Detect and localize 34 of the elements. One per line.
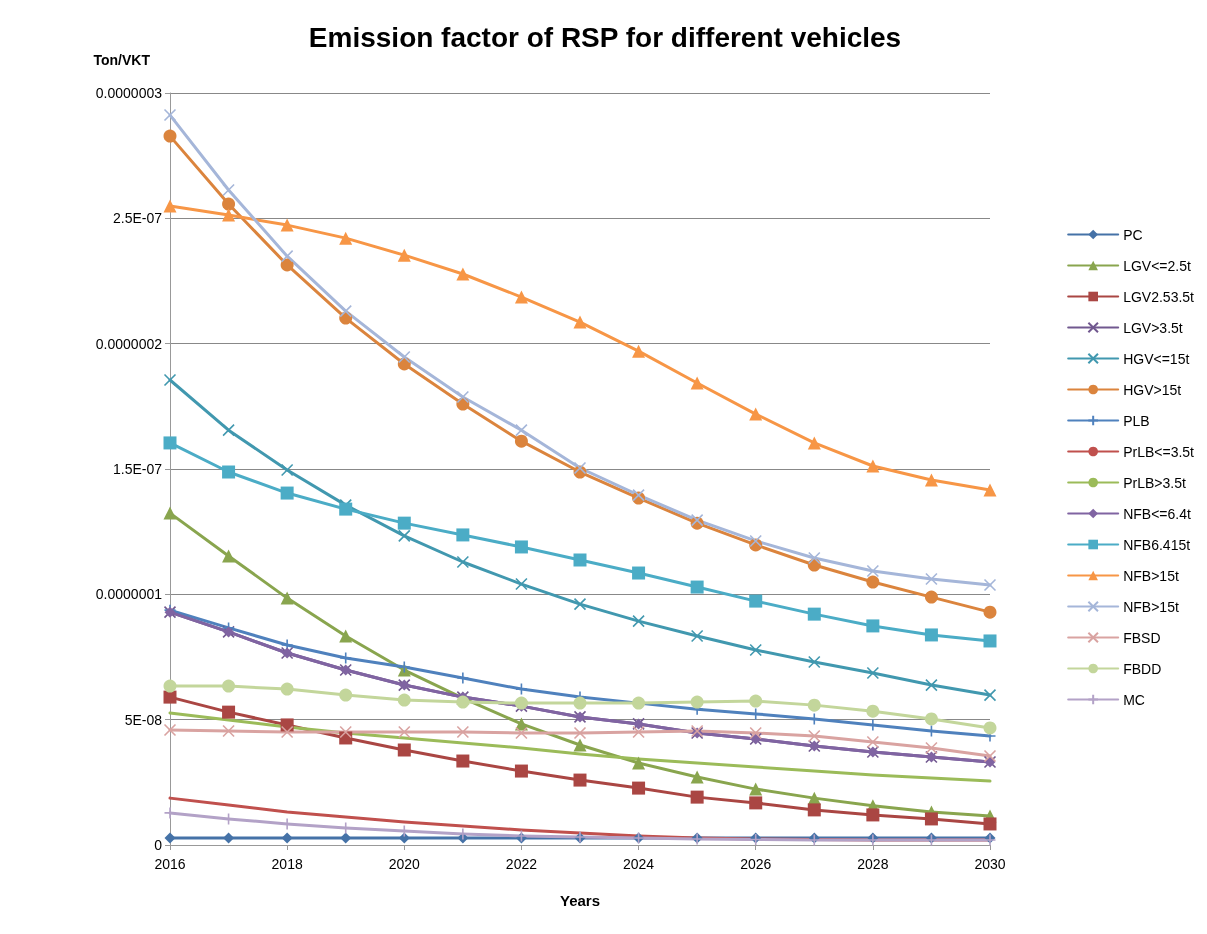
y-tick-label: 0 (154, 837, 163, 853)
y-axis-title: Ton/VKT (93, 52, 151, 68)
y-tick-label: 0.0000002 (95, 335, 163, 352)
legend-label: NFB<=6.4t (1123, 505, 1191, 522)
legend-label: PrLB<=3.5t (1123, 443, 1195, 460)
legend-label: PLB (1123, 412, 1150, 429)
legend-label: HGV<=15t (1123, 350, 1190, 367)
x-tick-label: 2024 (622, 856, 655, 872)
legend-label: LGV>3.5t (1123, 319, 1183, 336)
legend-label: LGV<=2.5t (1123, 257, 1191, 274)
legend-label: NFB6.415t (1123, 536, 1191, 553)
x-tick-label: 2028 (857, 856, 889, 872)
legend-label: MC (1123, 691, 1145, 708)
y-tick-label: 1.5E-07 (112, 461, 163, 477)
legend-label: NFB>15t (1123, 567, 1179, 584)
legend-label: LGV2.53.5t (1123, 288, 1195, 305)
x-tick-label: 2026 (740, 856, 772, 872)
y-tick-label: 0.0000003 (95, 85, 163, 101)
x-tick-label: 2018 (271, 856, 303, 872)
legend-label: PrLB>3.5t (1123, 474, 1186, 491)
chart-title: Emission factor of RSP for different vehicles (308, 21, 902, 53)
x-axis-title: Years (559, 892, 601, 909)
legend-label: HGV>15t (1123, 381, 1182, 398)
x-tick-label: 2016 (154, 856, 186, 872)
y-tick-label: 0.0000001 (95, 586, 163, 603)
x-tick-label: 2020 (388, 856, 421, 872)
legend-label: PC (1123, 226, 1143, 243)
y-tick-label: 5E-08 (124, 711, 163, 728)
legend-label: FBDD (1123, 660, 1162, 677)
x-tick-label: 2030 (974, 856, 1006, 872)
x-tick-label: 2022 (505, 856, 538, 872)
legend-label: FBSD (1123, 629, 1161, 646)
legend-label: NFB>15t (1123, 598, 1179, 615)
y-tick-label: 2.5E-07 (112, 210, 163, 227)
